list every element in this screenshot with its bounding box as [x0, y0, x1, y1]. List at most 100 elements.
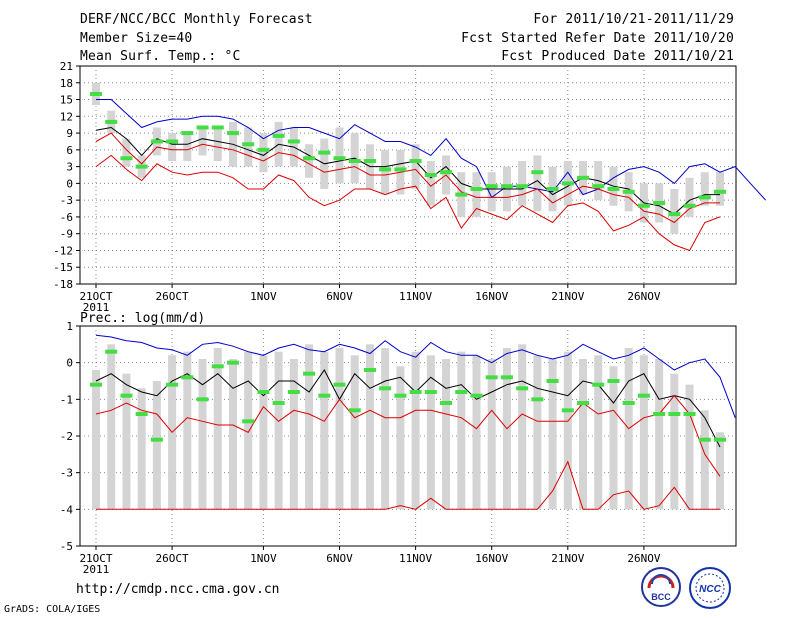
- temp-x-tick-label: 26NOV: [627, 290, 660, 303]
- temp-y-tick-label: -12: [53, 244, 73, 257]
- svg-text:BCC: BCC: [651, 592, 671, 602]
- member-size-label: Member Size=40: [80, 31, 193, 46]
- temp-y-tick-label: -9: [60, 228, 73, 241]
- prec-spread-bar: [122, 373, 131, 510]
- temp-x-tick-label: 16NOV: [475, 290, 508, 303]
- temp-spread-bar: [685, 177, 694, 217]
- temp-obs-marker: [226, 131, 239, 136]
- prec-obs-marker: [424, 390, 437, 394]
- prec-obs-marker: [683, 412, 696, 416]
- prec-spread-bar: [320, 351, 329, 510]
- temp-series-lower: [95, 132, 720, 224]
- prec-obs-marker: [668, 412, 681, 416]
- temp-spread-bar: [700, 172, 709, 206]
- prec-y-tick-label: -1: [60, 393, 73, 406]
- temp-obs-marker: [531, 170, 544, 175]
- prec-obs-marker: [379, 386, 392, 391]
- prec-spread-bar: [365, 344, 374, 510]
- temp-year-label: 2011: [83, 301, 110, 314]
- temp-y-tick-label: 9: [66, 127, 73, 140]
- temp-spread-bar: [183, 133, 192, 162]
- prec-series-upper: [95, 334, 736, 418]
- prec-obs-marker: [166, 382, 179, 387]
- temp-spread-bar: [244, 127, 253, 167]
- prec-obs-marker: [242, 419, 255, 424]
- temp-x-tick-label: 26OCT: [156, 290, 189, 303]
- forecast-produced-date: Fcst Produced Date 2011/10/21: [501, 49, 734, 64]
- temp-obs-marker: [287, 139, 300, 144]
- svg-text:NCC: NCC: [699, 584, 721, 595]
- temp-obs-marker: [424, 173, 437, 177]
- prec-spread-bar: [411, 351, 420, 510]
- temp-spread-bar: [122, 138, 131, 167]
- temp-obs-marker: [500, 184, 513, 189]
- temp-series-min: [95, 154, 721, 252]
- prec-spread-bar: [533, 355, 542, 510]
- prec-x-tick-label: 6NOV: [326, 552, 353, 565]
- temp-spread-bar: [472, 172, 481, 217]
- prec-x-tick-label: 26NOV: [627, 552, 660, 565]
- prec-spread-bar: [563, 351, 572, 510]
- temp-spread-bar: [213, 127, 222, 162]
- prec-obs-marker: [592, 382, 605, 387]
- prec-obs-marker: [196, 397, 209, 402]
- prec-spread-bar: [609, 366, 618, 510]
- temp-obs-marker: [318, 150, 331, 155]
- prec-x-tick-label: 1NOV: [250, 552, 277, 565]
- forecast-started-date: Fcst Started Refer Date 2011/10/20: [461, 31, 734, 46]
- prec-obs-marker: [318, 393, 331, 398]
- prec-spread-bar: [335, 348, 344, 510]
- temp-y-tick-label: 6: [66, 144, 73, 157]
- prec-spread-bar: [594, 355, 603, 510]
- prec-year-label: 2011: [83, 563, 110, 576]
- prec-obs-marker: [500, 375, 513, 380]
- temp-obs-marker: [135, 164, 148, 169]
- prec-y-tick-label: -2: [60, 430, 73, 443]
- prec-obs-marker: [622, 401, 635, 405]
- temp-obs-marker: [546, 186, 559, 191]
- prec-obs-marker: [637, 393, 650, 398]
- prec-obs-marker: [531, 397, 544, 402]
- prec-spread-bar: [579, 359, 588, 510]
- prec-spread-bar: [716, 432, 724, 510]
- prec-spread-bar: [198, 359, 207, 510]
- temp-obs-marker: [333, 156, 346, 161]
- temp-y-tick-label: -18: [53, 278, 73, 291]
- prec-spread-bar: [213, 348, 222, 510]
- prec-obs-marker: [455, 390, 468, 394]
- prec-x-tick-label: 26OCT: [156, 552, 189, 565]
- temp-plot-frame: [79, 65, 737, 285]
- temp-obs-marker: [561, 181, 574, 186]
- prec-obs-marker: [211, 364, 224, 369]
- prec-series-mean: [95, 369, 721, 448]
- prec-spread-bar: [426, 355, 435, 510]
- variable-label: Mean Surf. Temp.: °C: [80, 49, 241, 64]
- temp-obs-marker: [622, 189, 635, 194]
- temp-spread-bar: [670, 188, 679, 234]
- prec-spread-bar: [107, 344, 116, 510]
- prec-spread-bar: [259, 355, 268, 510]
- temp-y-tick-label: -15: [53, 261, 73, 274]
- temp-obs-marker: [303, 156, 316, 161]
- temp-obs-marker: [698, 195, 711, 200]
- temp-y-tick-label: 12: [60, 110, 73, 123]
- temp-y-tick-label: -6: [60, 211, 73, 224]
- prec-obs-marker: [135, 412, 148, 416]
- prec-y-tick-label: -3: [60, 467, 73, 480]
- prec-obs-marker: [272, 401, 285, 405]
- source-url[interactable]: http://cmdp.ncc.cma.gov.cn: [76, 582, 280, 597]
- prec-spread-bar: [350, 355, 359, 510]
- prec-obs-marker: [287, 390, 300, 394]
- temp-spread-bar: [381, 149, 390, 195]
- temp-obs-marker: [637, 203, 650, 208]
- temp-obs-marker: [181, 131, 194, 136]
- prec-spread-bar: [457, 351, 466, 510]
- temp-obs-marker: [379, 167, 392, 172]
- prec-obs-marker: [226, 360, 239, 365]
- temp-x-tick-label: 1NOV: [250, 290, 277, 303]
- prec-spread-bar: [685, 384, 694, 510]
- prec-y-tick-label: 1: [66, 320, 73, 333]
- prec-spread-bar: [670, 373, 679, 510]
- prec-spread-bar: [639, 355, 648, 510]
